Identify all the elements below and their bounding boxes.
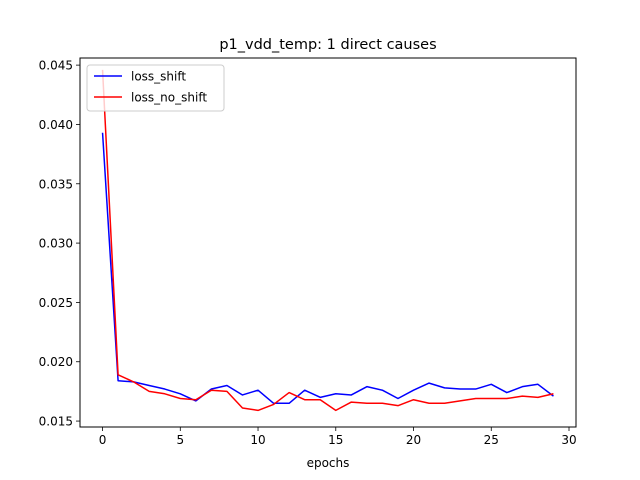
x-tick-label: 15 (328, 433, 343, 447)
x-tick-label: 25 (484, 433, 499, 447)
series-line-loss-shift (101, 132, 554, 405)
y-tick-label: 0.045 (39, 59, 73, 73)
plot-area (79, 57, 577, 428)
legend: loss_shift loss_no_shift (86, 64, 225, 112)
y-tick-label: 0.025 (39, 296, 73, 310)
x-axis-label: epochs (307, 456, 350, 470)
series-line-loss-no-shift (101, 69, 554, 412)
x-tick-label: 30 (561, 433, 576, 447)
x-tick-label: 0 (99, 433, 107, 447)
legend-label: loss_shift (131, 70, 186, 84)
y-tick-label: 0.015 (39, 415, 73, 429)
series-lines (101, 69, 554, 412)
y-tick-label: 0.020 (39, 355, 73, 369)
y-tick-label: 0.030 (39, 237, 73, 251)
x-tick-label: 5 (176, 433, 184, 447)
legend-label: loss_no_shift (131, 91, 207, 105)
x-axis: 0 5 10 15 20 25 30 (99, 427, 577, 447)
x-tick-label: 20 (406, 433, 421, 447)
x-tick-label: 10 (250, 433, 265, 447)
y-axis: 0.015 0.020 0.025 0.030 0.035 0.040 0.045 (39, 59, 80, 429)
y-tick-label: 0.035 (39, 177, 73, 191)
y-tick-label: 0.040 (39, 118, 73, 132)
chart-title: p1_vdd_temp: 1 direct causes (219, 37, 436, 53)
